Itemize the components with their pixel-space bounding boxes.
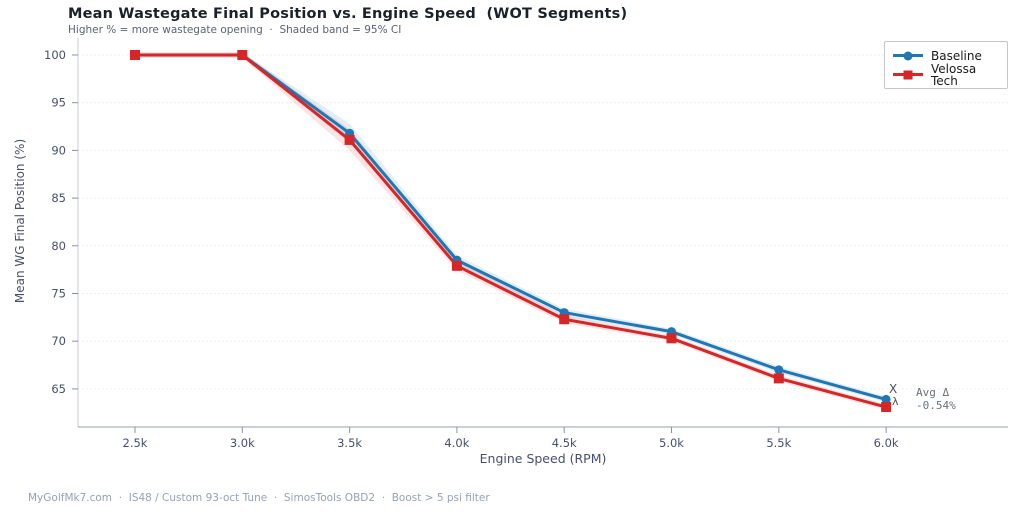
velossa-tech-marker [559, 314, 570, 325]
y-tick-label: 95 [51, 96, 66, 110]
baseline-marker [774, 365, 784, 375]
x-tick-label: 2.5k [123, 436, 148, 450]
avg-delta-value: -0.54% [916, 399, 956, 412]
x-tick-label: 5.0k [659, 436, 684, 450]
velossa-tech-line [133, 53, 888, 409]
x-tick-label: 4.5k [552, 436, 577, 450]
x-tick-label: 6.0k [874, 436, 899, 450]
avg-delta-label: Avg Δ [916, 386, 950, 399]
baseline-line [133, 53, 888, 401]
chart-legend: Baseline Velossa Tech [884, 41, 1008, 89]
legend-label-velossa-tech: Velossa Tech [931, 61, 977, 88]
x-tick-label: 3.0k [230, 436, 255, 450]
y-tick-label: 80 [51, 239, 66, 253]
chart-subtitle: Higher % = more wastegate opening · Shad… [68, 24, 402, 36]
ci-band-baseline [135, 52, 887, 403]
x-tick-label: 5.5k [766, 436, 791, 450]
velossa-tech-marker [237, 50, 248, 60]
y-tick-label: 100 [44, 48, 66, 62]
endpoint-glyph-top: X [889, 382, 898, 396]
velossa-tech-marker [773, 373, 784, 384]
x-axis-label: Engine Speed (RPM) [479, 451, 607, 466]
chart-footer: MyGolfMk7.com · IS48 / Custom 93-oct Tun… [28, 492, 490, 504]
legend-item-velossa-tech: Velossa Tech [893, 61, 999, 88]
y-tick-label: 75 [51, 287, 66, 301]
y-tick-label: 85 [51, 191, 66, 205]
x-tick-label: 4.0k [444, 436, 469, 450]
y-tick-label: 90 [51, 143, 66, 157]
baseline-circle-marker-icon [903, 51, 913, 60]
baseline-marker [881, 394, 891, 404]
velossa-line-swatch-icon [893, 70, 923, 79]
baseline-line-swatch-icon [893, 51, 923, 60]
ci-band-velossa-tech [135, 52, 887, 410]
x-tick-label: 3.5k [337, 436, 362, 450]
velossa-square-marker-icon [903, 70, 913, 79]
y-tick-label: 70 [51, 334, 66, 348]
legend-label-baseline: Baseline [931, 48, 982, 63]
velossa-tech-marker [344, 134, 355, 145]
legend-item-baseline: Baseline [893, 46, 999, 65]
velossa-tech-marker [130, 50, 140, 60]
y-tick-label: 65 [51, 382, 66, 396]
endpoint-glyph-bottom: λ [892, 395, 899, 408]
velossa-tech-marker [881, 402, 892, 413]
chart-title: Mean Wastegate Final Position vs. Engine… [68, 6, 628, 22]
velossa-tech-marker [451, 260, 462, 271]
velossa-tech-marker [666, 333, 677, 344]
